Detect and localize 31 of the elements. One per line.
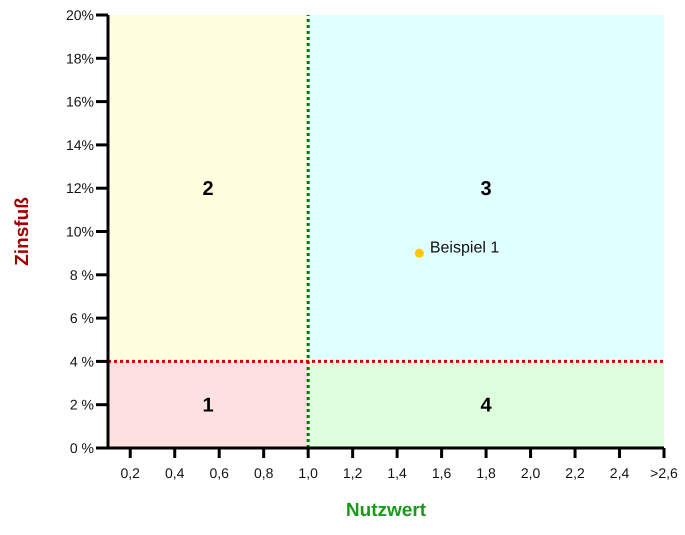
- y-tick-label: 12%: [66, 180, 94, 196]
- series-label: Beispiel 1: [430, 240, 500, 257]
- x-tick-label: 0,2: [120, 464, 140, 481]
- annotation: 4: [480, 394, 493, 417]
- y-tick-label: 0 %: [70, 440, 94, 456]
- x-tick-label: 0,6: [209, 464, 230, 481]
- x-tick-label: 1,4: [387, 464, 408, 481]
- y-tick-label: 18%: [66, 50, 94, 66]
- x-tick-label: 1,2: [342, 464, 363, 481]
- y-tick-label: 20%: [66, 6, 94, 23]
- x-tick-label: 1,6: [432, 464, 452, 481]
- x-tick-label: 2,0: [520, 464, 540, 481]
- x-tick-label: 0,4: [164, 464, 185, 481]
- annotation: 1: [202, 394, 214, 417]
- y-tick-label: 16%: [66, 94, 94, 110]
- y-tick-label: 4 %: [70, 353, 94, 370]
- annotation: 3: [480, 178, 492, 200]
- y-tick-label: 14%: [66, 136, 94, 153]
- y-tick-label: 8 %: [70, 266, 94, 283]
- x-tick-label: 1,8: [476, 464, 496, 481]
- x-tick-label: >2,6: [650, 464, 678, 481]
- x-tick-label: 1,0: [298, 464, 318, 481]
- x-tick-label: 2,2: [565, 464, 585, 481]
- y-tick-label: 10%: [66, 223, 94, 240]
- x-tick-label: 2,4: [610, 464, 630, 481]
- y-axis-title: Zinsfuß: [12, 196, 33, 266]
- annotation: 2: [202, 178, 214, 200]
- x-tick-label: 0,8: [254, 464, 274, 481]
- y-tick-label: 2 %: [70, 396, 94, 413]
- x-axis-title: Nutzwert: [346, 500, 427, 521]
- y-tick-label: 6 %: [70, 310, 94, 326]
